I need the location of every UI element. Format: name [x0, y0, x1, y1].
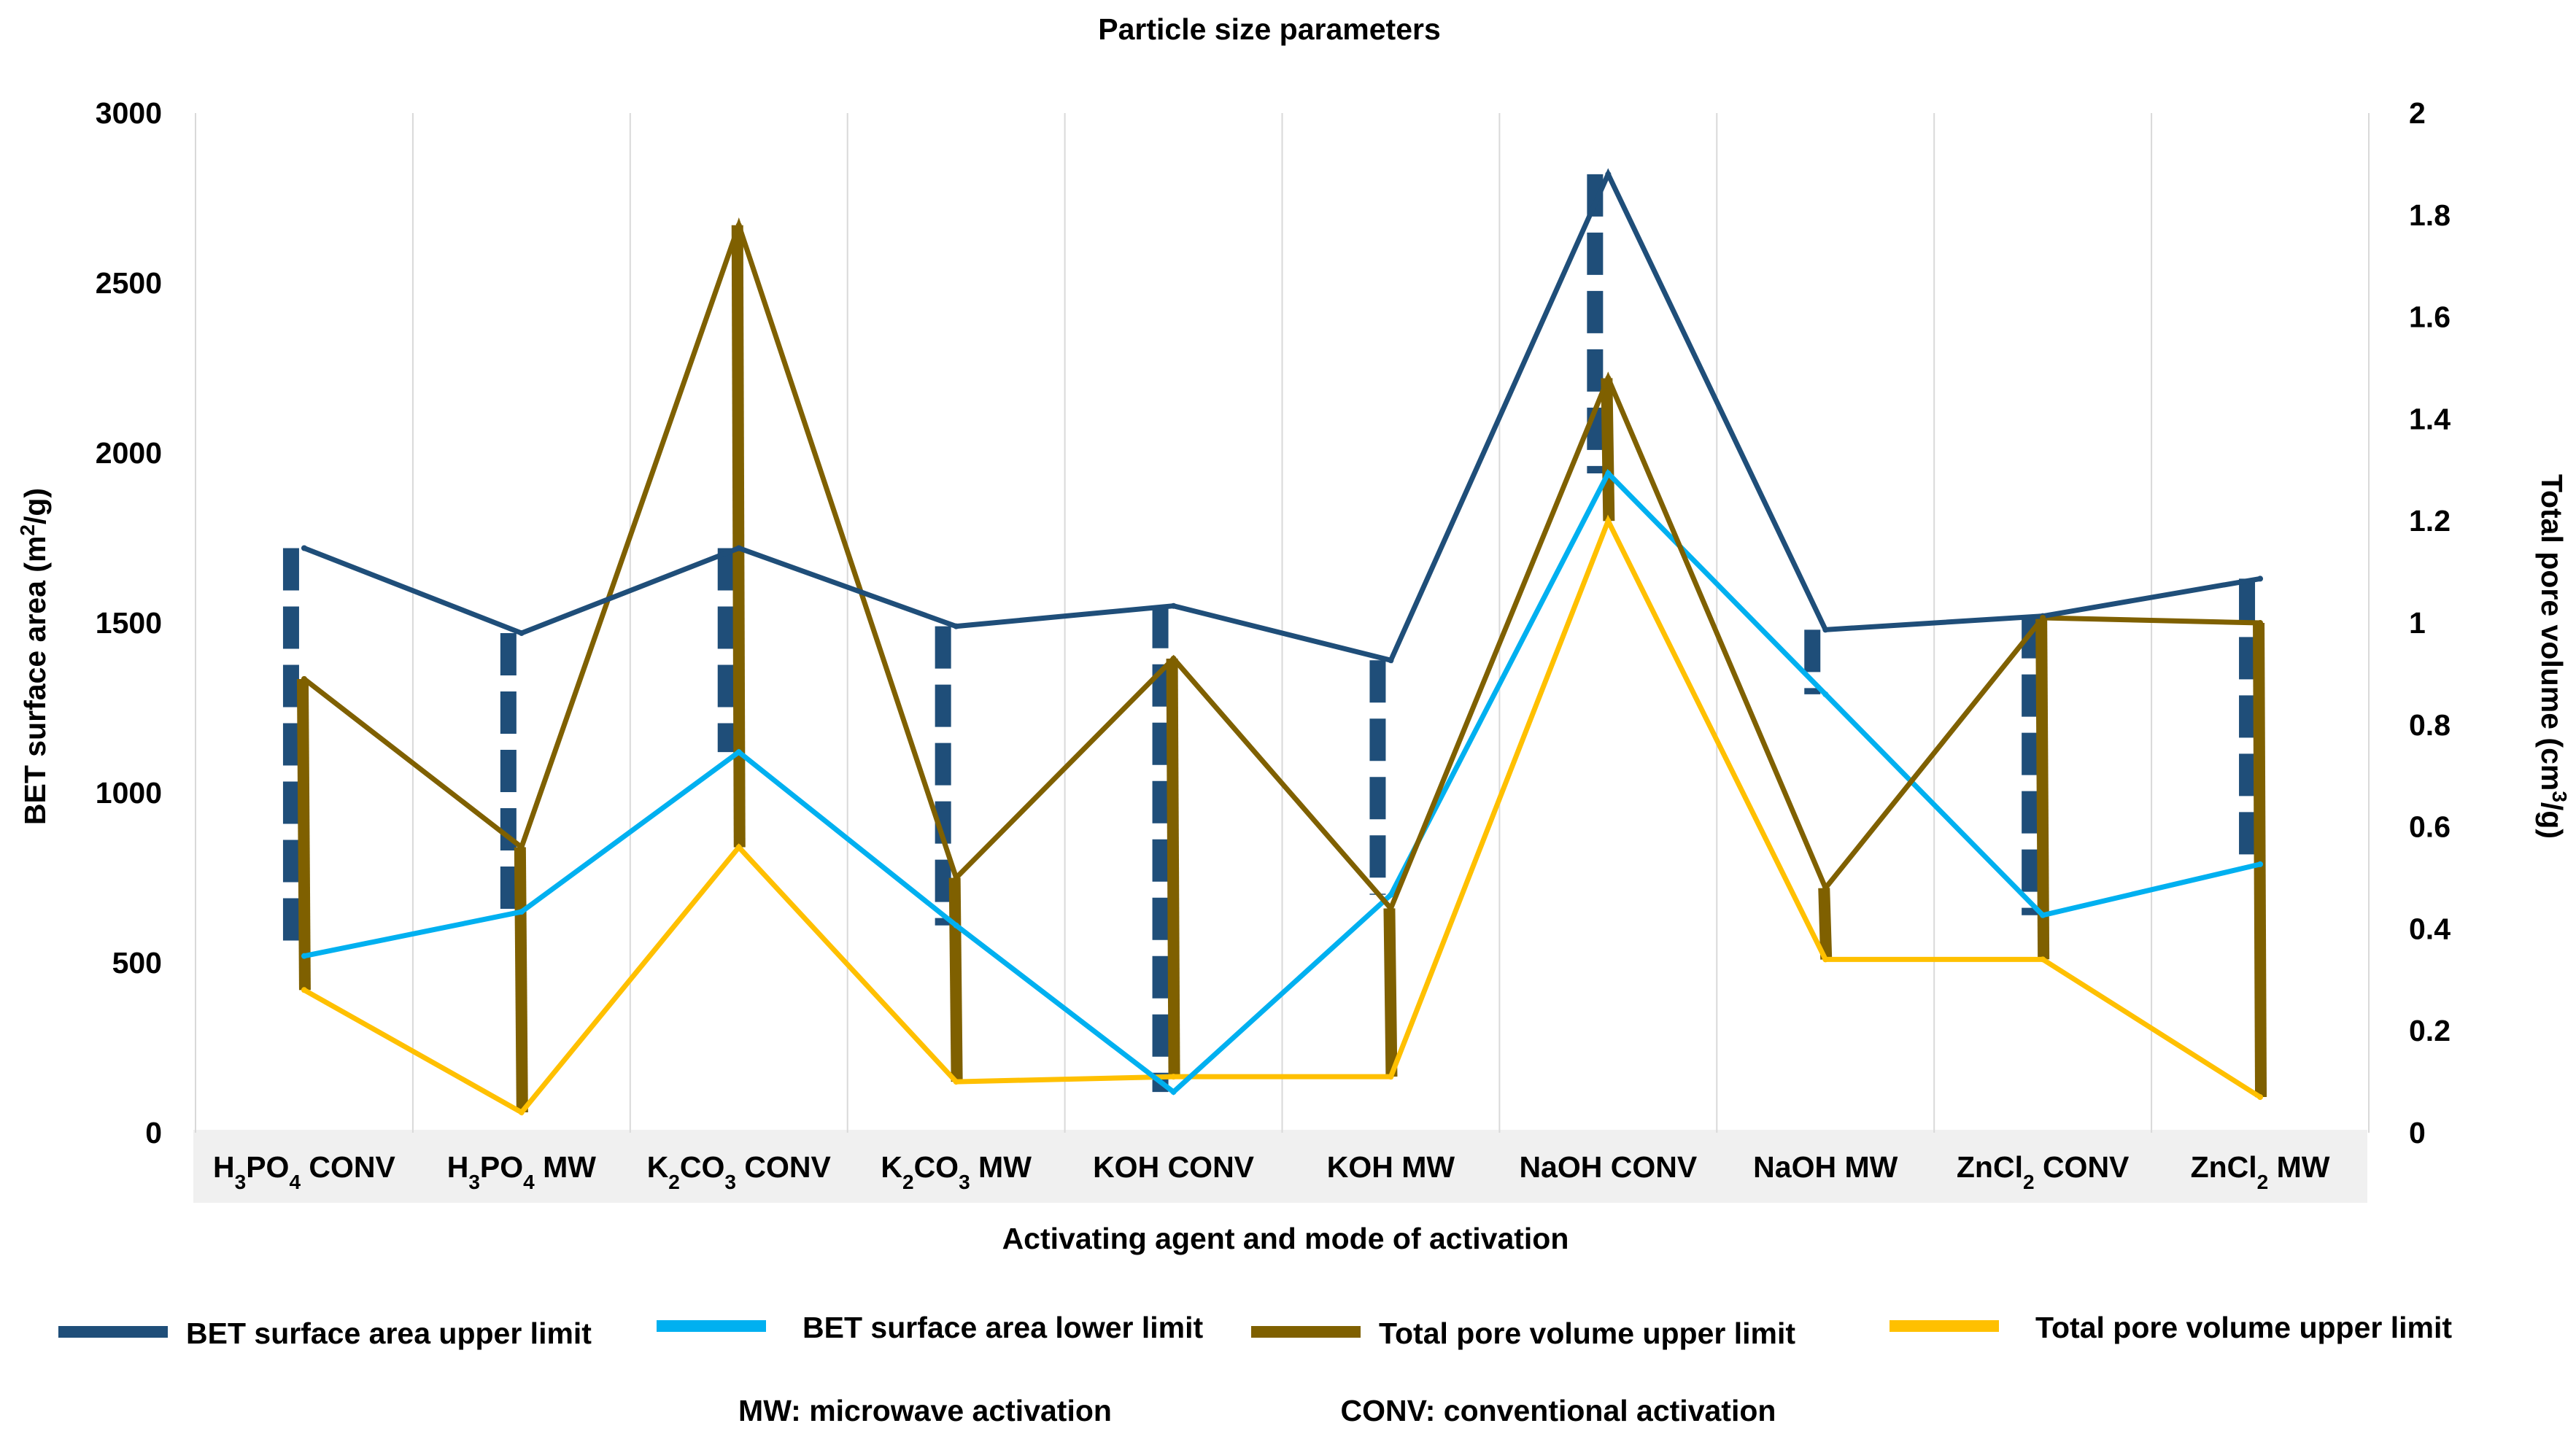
data-point: [953, 875, 959, 881]
data-point: [735, 222, 742, 228]
legend-label: BET surface area upper limit: [186, 1317, 592, 1350]
right-tick-label: 1.8: [2409, 198, 2451, 232]
right-tick-label: 0.8: [2409, 708, 2451, 742]
data-point: [1822, 885, 1829, 891]
data-point: [2257, 620, 2264, 626]
series-line-bet-upper: [303, 168, 2261, 664]
data-point: [2040, 956, 2046, 963]
right-tick-label: 2: [2409, 96, 2426, 130]
left-tick-label: 3000: [96, 96, 162, 130]
legend-label: Total pore volume upper limit: [1379, 1317, 1795, 1350]
right-tick-label: 0.4: [2409, 912, 2451, 945]
chart-title: Particle size parameters: [1098, 12, 1441, 46]
right-axis-ticks: 0 0.2 0.4 0.6 0.8 1 1.2 1.4 1.6 1.8 2: [2409, 96, 2451, 1150]
data-point: [735, 545, 742, 551]
data-point: [518, 1109, 525, 1116]
left-axis-title: BET surface area (m2/g): [16, 488, 53, 825]
data-point: [1170, 1089, 1177, 1096]
left-axis-ticks: 0 500 1000 1500 2000 2500 3000: [96, 96, 162, 1150]
category-label: NaOH MW: [1753, 1150, 1898, 1184]
data-point: [301, 953, 307, 959]
x-axis-title: Activating agent and mode of activation: [1002, 1222, 1569, 1255]
range-bar-pore-volume: [948, 877, 963, 1082]
category-label: H3PO4 CONV: [213, 1150, 396, 1193]
right-tick-label: 1.4: [2409, 402, 2451, 435]
range-bar-pore-volume: [1601, 378, 1615, 522]
data-point: [953, 623, 959, 629]
range-bar-pore-volume: [1383, 908, 1398, 1077]
category-label: KOH MW: [1327, 1150, 1455, 1184]
data-point: [1388, 905, 1394, 912]
data-point: [735, 749, 742, 756]
data-point: [2257, 1094, 2264, 1101]
data-point: [1605, 171, 1612, 177]
legend-label: BET surface area lower limit: [802, 1311, 1204, 1344]
data-point: [1388, 891, 1394, 898]
data-point: [1605, 470, 1612, 476]
right-tick-label: 1.6: [2409, 301, 2451, 334]
data-point: [1822, 627, 1829, 633]
note-conv: CONV: conventional activation: [1341, 1394, 1776, 1427]
data-point: [1605, 375, 1612, 381]
data-point: [1388, 1074, 1394, 1080]
left-tick-label: 1000: [96, 776, 162, 810]
category-label: H3PO4 MW: [447, 1150, 597, 1193]
right-tick-label: 0: [2409, 1116, 2426, 1150]
range-bar-pore-volume: [296, 678, 311, 991]
data-point: [953, 1079, 959, 1085]
category-axis-band: [193, 1130, 2367, 1203]
range-bar-pore-volume: [1818, 888, 1833, 960]
note-mw: MW: microwave activation: [738, 1394, 1112, 1427]
series-line-total-pore-volume-yellow: [303, 514, 2262, 1116]
left-tick-label: 500: [112, 946, 162, 980]
range-bar-pore-volume: [1166, 658, 1180, 1077]
left-tick-label: 2500: [96, 266, 162, 300]
data-point: [1170, 655, 1177, 662]
category-label: ZnCl2 CONV: [1957, 1150, 2130, 1193]
data-point: [1170, 1074, 1177, 1080]
data-point: [2257, 861, 2264, 867]
series-line-total-pore-volume-upper: [302, 217, 2261, 914]
category-label: K2CO3 MW: [881, 1150, 1032, 1193]
data-point: [301, 987, 307, 993]
legend-label: Total pore volume upper limit: [2035, 1311, 2452, 1344]
right-tick-label: 1: [2409, 606, 2426, 640]
series-lines: [301, 168, 2264, 1116]
right-axis-title: Total pore volume (cm3/g): [2535, 474, 2572, 839]
data-point: [301, 675, 307, 682]
category-label: ZnCl2 MW: [2191, 1150, 2330, 1193]
range-bar-pore-volume: [731, 225, 746, 848]
range-bars: [282, 174, 2267, 1113]
category-label: K2CO3 CONV: [647, 1150, 832, 1193]
data-point: [518, 629, 525, 636]
data-point: [2257, 575, 2264, 582]
data-point: [518, 909, 525, 915]
legend: BET surface area upper limit BET surface …: [58, 1311, 2452, 1350]
data-point: [953, 922, 959, 929]
range-bar-pore-volume: [2035, 617, 2050, 960]
right-tick-label: 0.6: [2409, 810, 2451, 844]
data-point: [1822, 956, 1829, 963]
left-tick-label: 2000: [96, 436, 162, 470]
data-point: [2040, 615, 2046, 621]
left-tick-label: 1500: [96, 606, 162, 640]
data-point: [1605, 518, 1612, 524]
category-labels: H3PO4 CONV H3PO4 MW K2CO3 CONV K2CO3 MW KOH …: [213, 1150, 2330, 1193]
left-tick-label: 0: [145, 1116, 162, 1150]
category-label: NaOH CONV: [1519, 1150, 1697, 1184]
right-tick-label: 1.2: [2409, 504, 2451, 538]
category-label: KOH CONV: [1093, 1150, 1255, 1184]
data-point: [518, 844, 525, 850]
right-tick-label: 0.2: [2409, 1014, 2451, 1047]
range-bar-pore-volume: [2253, 622, 2267, 1098]
data-point: [1388, 657, 1394, 664]
data-point: [1822, 691, 1829, 697]
data-point: [1170, 602, 1177, 609]
data-point: [301, 545, 307, 551]
data-point: [735, 844, 742, 850]
series-line-bet-lower: [303, 469, 2261, 1096]
range-bar-pore-volume: [514, 847, 528, 1113]
data-point: [2040, 912, 2046, 918]
